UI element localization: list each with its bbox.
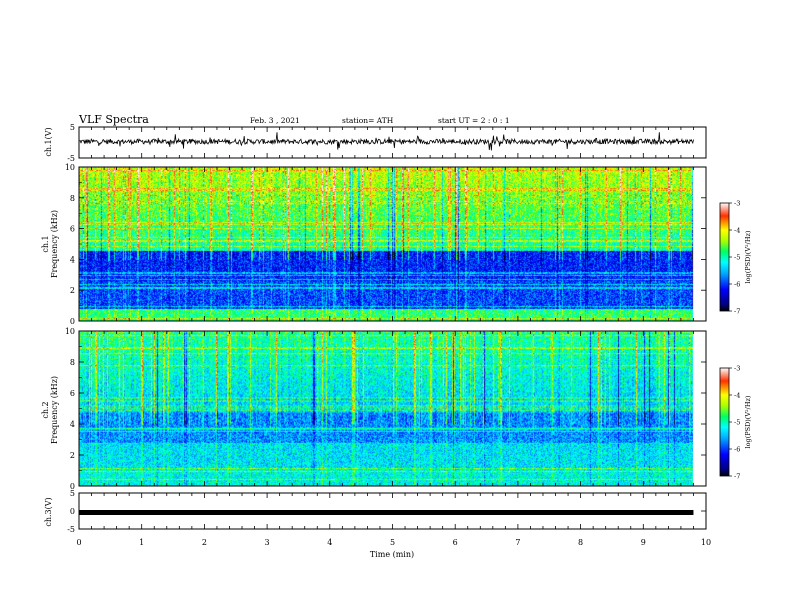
ch2-spectrogram-image [79, 331, 706, 486]
ch2-spectrogram-ylabel-channel: ch.2 [41, 401, 50, 418]
y-tick-label: 0 [70, 317, 75, 326]
ch3-ylabel: ch.3(V) [44, 497, 53, 526]
y-tick-label: 5 [70, 489, 75, 498]
ch2-spectrogram-axes: 0 2 4 6 8 10 [65, 327, 707, 491]
colorbar-tick-label: -5 [734, 419, 740, 427]
ch2-spectrogram-panel: 0 2 4 6 8 10 ch.2 Frequency (kHz) -3 -4 -5 -6 -7 … [41, 327, 752, 491]
y-tick-label: 10 [65, 327, 75, 336]
x-tick-label: 4 [327, 538, 332, 547]
y-tick-label: 10 [65, 163, 75, 172]
x-tick-label: 0 [76, 538, 81, 547]
station-label: station= ATH [342, 116, 394, 125]
ch1-spectrogram-axes: 0 2 4 6 8 10 [65, 163, 707, 326]
y-tick-label: 0 [70, 507, 75, 516]
ch1-spectrogram-panel: 0 2 4 6 8 10 ch.1 Frequency (kHz) -3 -4 -5 -6 -7 … [41, 163, 752, 326]
ch3-waveform-panel: 5 0 -5 ch.3(V) [44, 489, 707, 534]
x-tick-label: 5 [390, 538, 395, 547]
ch2-colorbar-ticks: -3 -4 -5 -6 -7 [729, 365, 740, 481]
x-tick-label: 3 [265, 538, 270, 547]
colorbar-tick-label: -6 [734, 446, 740, 454]
ch1-waveform-line [78, 132, 694, 151]
y-tick-label: -5 [67, 154, 75, 163]
ch2-colorbar: -3 -4 -5 -6 -7 log(PSD)(V²/Hz) [719, 365, 752, 481]
ch2-colorbar-bar [719, 367, 730, 477]
colorbar-tick-label: -4 [734, 227, 740, 235]
y-tick-label: 8 [70, 358, 75, 367]
ch1-ylabel: ch.1(V) [44, 127, 53, 156]
y-tick-label: -5 [67, 525, 75, 534]
x-tick-label: 6 [453, 538, 458, 547]
x-tick-label: 1 [139, 538, 144, 547]
y-tick-label: 8 [70, 194, 75, 203]
ch1-spectrogram-image [79, 167, 706, 321]
y-tick-label: 6 [70, 389, 75, 398]
ch3-waveform-axes: 5 0 -5 [67, 489, 707, 534]
header: VLF Spectra Feb. 3 , 2021 station= ATH s… [78, 113, 510, 126]
ch1-colorbar-ticks: -3 -4 -5 -6 -7 [729, 200, 740, 316]
y-tick-label: 0 [70, 482, 75, 491]
y-tick-label: 6 [70, 225, 75, 234]
colorbar-tick-label: -7 [734, 473, 740, 481]
ch1-waveform-panel: 5 -5 ch.1(V) [44, 123, 707, 163]
ch1-waveform-axes: 5 -5 [67, 123, 707, 163]
ch1-waveform-trace [78, 132, 694, 151]
y-tick-label: 5 [70, 123, 75, 132]
ch1-colorbar-bar [719, 202, 730, 312]
x-axis-tick-labels: 0 1 2 3 4 5 6 7 8 9 10 [76, 538, 711, 547]
colorbar-tick-label: -5 [734, 254, 740, 262]
x-tick-label: 2 [202, 538, 207, 547]
figure-title: VLF Spectra [78, 113, 149, 126]
x-tick-label: 10 [701, 538, 711, 547]
start-ut-label: start UT = 2 : 0 : 1 [438, 116, 510, 125]
ch2-colorbar-label: log(PSD)(V²/Hz) [744, 395, 752, 448]
ch2-spectrogram-ylabel: Frequency (kHz) [50, 376, 59, 444]
y-tick-label: 2 [70, 451, 75, 460]
ch1-colorbar: -3 -4 -5 -6 -7 log(PSD)(V²/Hz) [719, 200, 752, 316]
y-tick-label: 4 [70, 420, 75, 429]
ch1-colorbar-label: log(PSD)(V²/Hz) [744, 230, 752, 283]
colorbar-tick-label: -6 [734, 281, 740, 289]
x-tick-label: 8 [578, 538, 583, 547]
ch1-spectrogram-ylabel-channel: ch.1 [41, 235, 50, 252]
x-axis-label: Time (min) [370, 550, 414, 559]
colorbar-tick-label: -3 [734, 200, 740, 208]
x-tick-label: 7 [515, 538, 520, 547]
colorbar-tick-label: -4 [734, 392, 740, 400]
x-tick-label: 9 [641, 538, 646, 547]
date-label: Feb. 3 , 2021 [250, 116, 300, 125]
y-tick-label: 4 [70, 255, 75, 264]
y-tick-label: 2 [70, 286, 75, 295]
colorbar-tick-label: -3 [734, 365, 740, 373]
ch1-spectrogram-ylabel: Frequency (kHz) [50, 210, 59, 278]
colorbar-tick-label: -7 [734, 308, 740, 316]
